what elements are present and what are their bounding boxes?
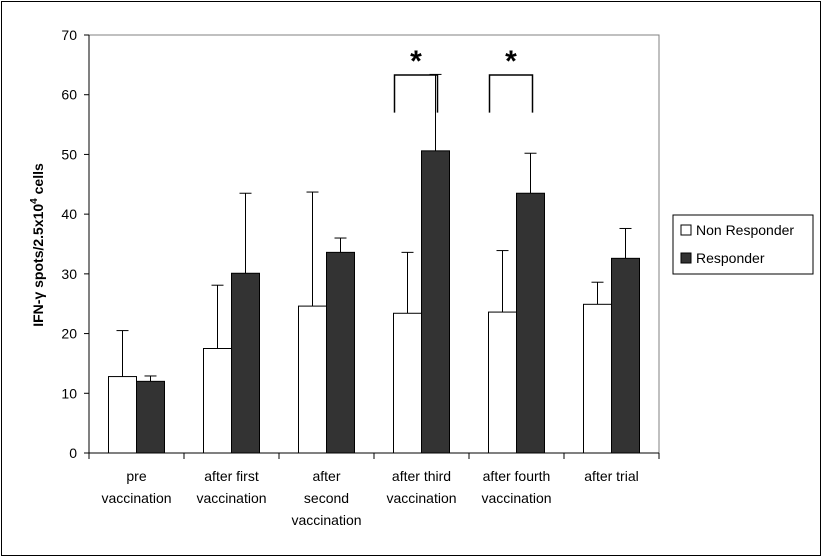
bars	[108, 150, 640, 454]
y-tick-label: 20	[61, 326, 77, 342]
legend-swatch	[680, 252, 692, 264]
legend: Non Responder Responder	[672, 214, 814, 275]
legend-swatch	[680, 224, 692, 236]
error-bars	[116, 73, 632, 382]
bar-non-responder	[393, 312, 422, 454]
significance-bracket	[488, 74, 534, 113]
bar-non-responder	[108, 376, 137, 454]
x-tick-label: after fourth vaccination	[481, 468, 551, 506]
legend-label: Non Responder	[696, 222, 794, 238]
y-axis-label: IFN-γ spots/2.5x104 cells	[29, 163, 46, 327]
y-tick-label: 10	[61, 385, 77, 401]
y-tick-label: 30	[61, 266, 77, 282]
bar-responder	[326, 251, 355, 454]
axes	[84, 34, 660, 459]
y-tick-label: 60	[61, 87, 77, 103]
significance-markers: * *	[393, 45, 534, 113]
x-tick-label: after third vaccination	[386, 468, 456, 506]
bar-non-responder	[298, 305, 327, 454]
bar-responder	[421, 150, 450, 454]
y-tick-label: 50	[61, 146, 77, 162]
significance-bracket	[393, 74, 439, 113]
bar-responder	[516, 192, 545, 454]
y-tick-label: 40	[61, 206, 77, 222]
significance-asterisk: *	[410, 45, 422, 78]
x-tick-label: after first vaccination	[196, 468, 266, 506]
plot-area	[88, 34, 660, 454]
legend-label: Responder	[696, 250, 765, 266]
bar-non-responder	[203, 348, 232, 454]
bar-non-responder	[583, 303, 612, 454]
x-tick-label: after second vaccination	[291, 468, 361, 528]
bar-responder	[611, 257, 640, 454]
y-tick-label: 70	[61, 27, 77, 43]
y-tick-label: 0	[69, 445, 77, 461]
x-tick-label: pre vaccination	[101, 468, 171, 506]
x-tick-label: after trial	[584, 468, 638, 484]
significance-asterisk: *	[505, 45, 517, 78]
y-tick-labels: 0 10 20 30 40 50 60 70	[61, 27, 77, 461]
bar-responder	[231, 272, 260, 454]
bar-non-responder	[488, 311, 517, 454]
legend-box	[672, 214, 814, 275]
bar-responder	[136, 380, 165, 454]
x-tick-labels: pre vaccination after first vaccination afte…	[101, 468, 638, 528]
